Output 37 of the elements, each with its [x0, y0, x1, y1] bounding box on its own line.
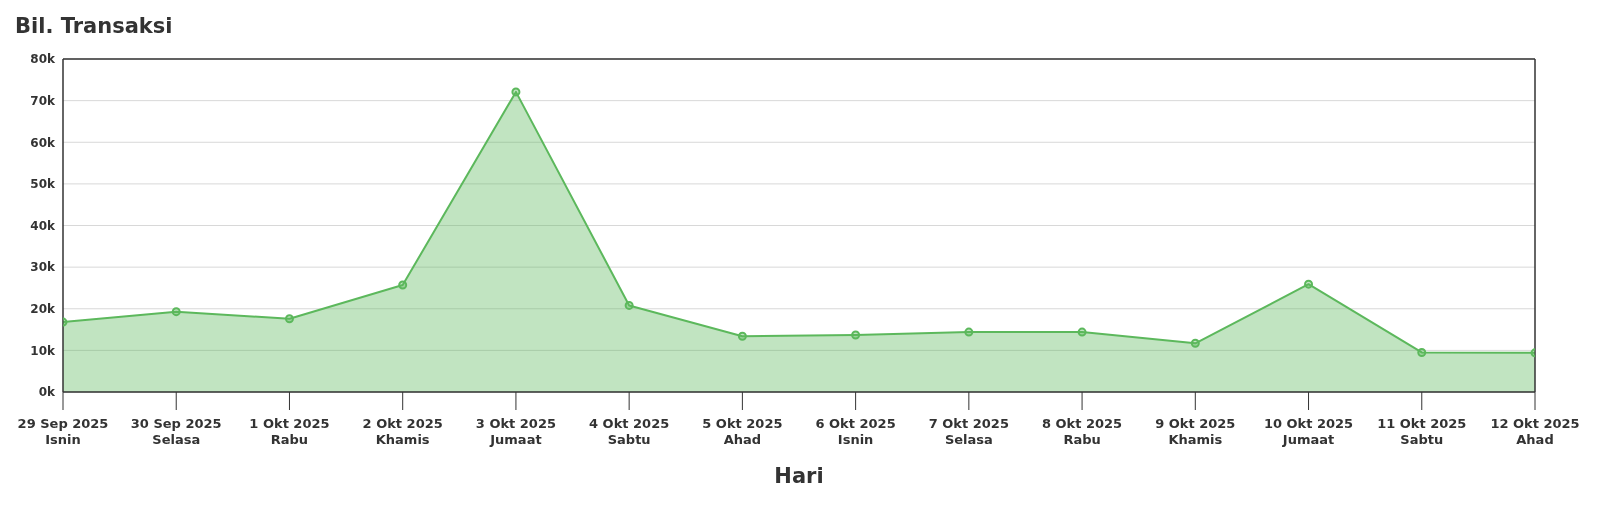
chart-title: Bil. Transaksi — [15, 14, 173, 38]
y-tick-label: 10k — [30, 343, 57, 358]
point — [1304, 279, 1314, 289]
y-tick-label: 80k — [30, 52, 57, 67]
point — [1417, 347, 1427, 357]
point — [284, 314, 294, 324]
point — [171, 307, 181, 317]
x-tick-label: 12 Okt 2025 Ahad — [1490, 416, 1580, 447]
x-tick-label: 6 Okt 2025 Isnin — [815, 416, 896, 447]
point — [624, 300, 634, 310]
y-tick-label: 40k — [30, 218, 57, 233]
point — [511, 87, 521, 97]
x-axis-title: Hari — [774, 464, 824, 488]
y-tick-label: 70k — [30, 93, 57, 108]
x-tick-label: 9 Okt 2025 Khamis — [1155, 416, 1236, 447]
x-tick-label: 5 Okt 2025 Ahad — [702, 416, 783, 447]
x-tick-label: 29 Sep 2025 Isnin — [17, 416, 109, 447]
x-tick-label: 8 Okt 2025 Rabu — [1041, 416, 1123, 447]
point — [1190, 338, 1200, 348]
y-tick-label: 30k — [30, 260, 57, 275]
x-tick-label: 1 Okt 2025 Rabu — [249, 416, 330, 447]
point — [964, 327, 974, 337]
x-tick-label: 30 Sep 2025 Selasa — [130, 416, 222, 447]
point — [851, 330, 861, 340]
y-tick-label: 0k — [38, 385, 57, 400]
x-tick-label: 7 Okt 2025 Selasa — [928, 416, 1009, 447]
x-tick-label: 2 Okt 2025 Khamis — [362, 416, 443, 447]
point — [398, 280, 408, 290]
y-tick-label: 60k — [30, 135, 57, 150]
x-tick-label: 4 Okt 2025 Sabtu — [589, 416, 670, 447]
point — [1077, 327, 1087, 337]
y-tick-label: 50k — [30, 177, 57, 192]
point — [737, 331, 747, 341]
y-tick-label: 20k — [30, 302, 57, 317]
x-tick-label: 10 Okt 2025 Jumaat — [1263, 416, 1354, 447]
x-tick-label: 3 Okt 2025 Jumaat — [475, 416, 557, 447]
x-tick-label: 11 Okt 2025 Sabtu — [1377, 416, 1467, 447]
